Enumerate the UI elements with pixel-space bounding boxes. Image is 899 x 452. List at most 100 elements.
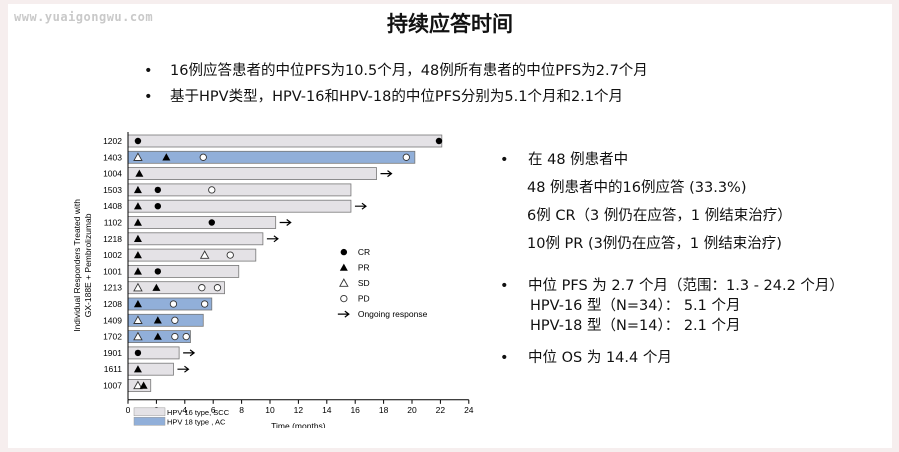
- patient-bar: [127, 264, 240, 278]
- slide-title: 持续应答时间: [387, 12, 513, 36]
- legend-marker-icon: [340, 248, 348, 256]
- patient-id-label: 1202: [103, 136, 122, 146]
- patient-bar: [127, 150, 416, 164]
- response-marker-pr: [153, 332, 162, 340]
- response-marker-pr: [133, 202, 142, 210]
- top-bullet-1: 16例应答患者的中位PFS为10.5个月，48例所有患者的中位PFS为2.7个月: [144, 58, 648, 84]
- legend-bar-swatch: [133, 417, 166, 426]
- bullet-patients: 在 48 例患者中: [528, 152, 629, 168]
- sub-pr: 10例 PR (3例仍在应答，1 例结束治疗): [527, 236, 782, 252]
- ongoing-arrow: [266, 235, 279, 243]
- response-marker-sd: [133, 331, 143, 341]
- ongoing-arrow: [279, 219, 292, 226]
- bullet-pfs: 中位 PFS 为 2.7 个月（范围：1.3 - 24.2 个月）: [528, 278, 844, 294]
- patient-id-label: 1408: [103, 201, 122, 211]
- response-marker-pd: [226, 251, 234, 259]
- response-marker-pd: [402, 153, 410, 161]
- response-marker-pr: [133, 234, 142, 242]
- response-marker-pd: [213, 284, 222, 292]
- patient-bar: [127, 134, 443, 148]
- response-marker-pr: [133, 365, 142, 373]
- legend-marker-label: CR: [358, 247, 370, 257]
- response-marker-sd: [199, 250, 210, 259]
- y-axis-title-line2: GX-188E + Pembrolizumab: [83, 213, 93, 317]
- response-marker-cr: [435, 137, 443, 145]
- legend-bar-label: HPV 18 type , AC: [167, 417, 226, 426]
- sub-cr: 6例 CR（3 例仍在应答，1 例结束治疗）: [527, 208, 792, 224]
- x-tick-label: 14: [322, 405, 332, 415]
- response-marker-pd: [182, 332, 190, 341]
- response-marker-pr: [135, 169, 144, 177]
- patient-bar: [127, 199, 352, 213]
- patient-id-label: 1002: [103, 250, 122, 260]
- x-tick-label: 8: [239, 405, 244, 415]
- patient-id-label: 1007: [103, 381, 122, 391]
- response-marker-pr: [133, 218, 142, 226]
- response-marker-cr: [154, 186, 162, 194]
- x-tick-label: 16: [350, 405, 360, 415]
- response-marker-pr: [133, 267, 142, 275]
- patient-id-label: 1001: [103, 266, 122, 276]
- legend-marker-label: SD: [358, 278, 370, 288]
- patient-bar: [127, 362, 174, 376]
- slide: www.yuaigongwu.com 持续应答时间 16例应答患者的中位PFS为…: [8, 4, 892, 448]
- legend-marker-label: PR: [358, 263, 370, 273]
- y-axis-title-line1: Individual Responders Treated with: [72, 199, 82, 332]
- response-marker-cr: [154, 268, 162, 275]
- response-marker-sd: [133, 315, 143, 324]
- patient-id-label: 1208: [103, 299, 122, 309]
- x-tick-label: 22: [436, 405, 446, 415]
- patient-id-label: 1218: [103, 234, 122, 244]
- response-marker-sd: [133, 380, 143, 390]
- x-tick-label: 20: [407, 405, 417, 415]
- patient-id-label: 1901: [103, 348, 122, 358]
- response-marker-pr: [162, 153, 171, 161]
- x-tick-label: 12: [294, 405, 304, 415]
- patient-id-label: 1403: [103, 152, 122, 162]
- response-marker-pd: [169, 300, 178, 308]
- response-marker-pd: [208, 186, 216, 194]
- patient-bar: [127, 216, 277, 229]
- response-marker-cr: [208, 219, 215, 226]
- x-tick-label: 24: [464, 405, 474, 415]
- patient-bar: [127, 248, 257, 262]
- legend-marker-icon: [339, 278, 349, 287]
- legend-marker-label: PD: [358, 294, 370, 304]
- response-marker-pd: [199, 153, 207, 161]
- response-marker-pr: [139, 381, 148, 389]
- ongoing-arrow: [380, 170, 393, 178]
- sub-responders: 48 例患者中的16例应答 (33.3%): [527, 180, 747, 196]
- legend-marker-icon: [340, 294, 348, 303]
- x-tick-label: 6: [211, 405, 216, 415]
- patient-bar: [127, 167, 377, 180]
- watermark: www.yuaigongwu.com: [14, 10, 154, 24]
- patient-id-label: 1409: [103, 315, 122, 325]
- patient-bar: [127, 281, 225, 295]
- response-marker-cr: [154, 203, 162, 210]
- patient-bar: [127, 232, 264, 246]
- ongoing-arrow: [177, 365, 190, 373]
- response-marker-cr: [134, 349, 142, 357]
- legend-bar-swatch: [133, 407, 166, 417]
- patient-id-label: 1702: [103, 332, 122, 342]
- x-tick-label: 0: [126, 405, 131, 415]
- patient-id-label: 1503: [103, 185, 122, 195]
- patient-id-label: 1213: [103, 283, 122, 293]
- response-marker-sd: [133, 282, 143, 292]
- patient-id-label: 1611: [104, 364, 123, 374]
- response-marker-pd: [171, 316, 179, 324]
- response-marker-pr: [152, 283, 161, 291]
- patient-id-label: 1102: [104, 218, 123, 228]
- x-tick-label: 18: [379, 405, 389, 415]
- response-marker-pd: [198, 284, 206, 292]
- ongoing-arrow: [183, 349, 196, 357]
- sub-hpv16: HPV-16 型（N=34）： 5.1 个月: [530, 298, 741, 314]
- ongoing-arrow: [354, 202, 367, 210]
- x-tick-label: 10: [265, 405, 275, 415]
- response-marker-pd: [171, 332, 179, 341]
- patient-bar: [127, 183, 352, 197]
- sub-hpv18: HPV-18 型（N=14）： 2.1 个月: [530, 318, 741, 334]
- top-bullet-list: 16例应答患者的中位PFS为10.5个月，48例所有患者的中位PFS为2.7个月…: [144, 58, 648, 110]
- response-marker-pr: [133, 300, 142, 308]
- legend-marker-label: Ongoing response: [358, 309, 428, 319]
